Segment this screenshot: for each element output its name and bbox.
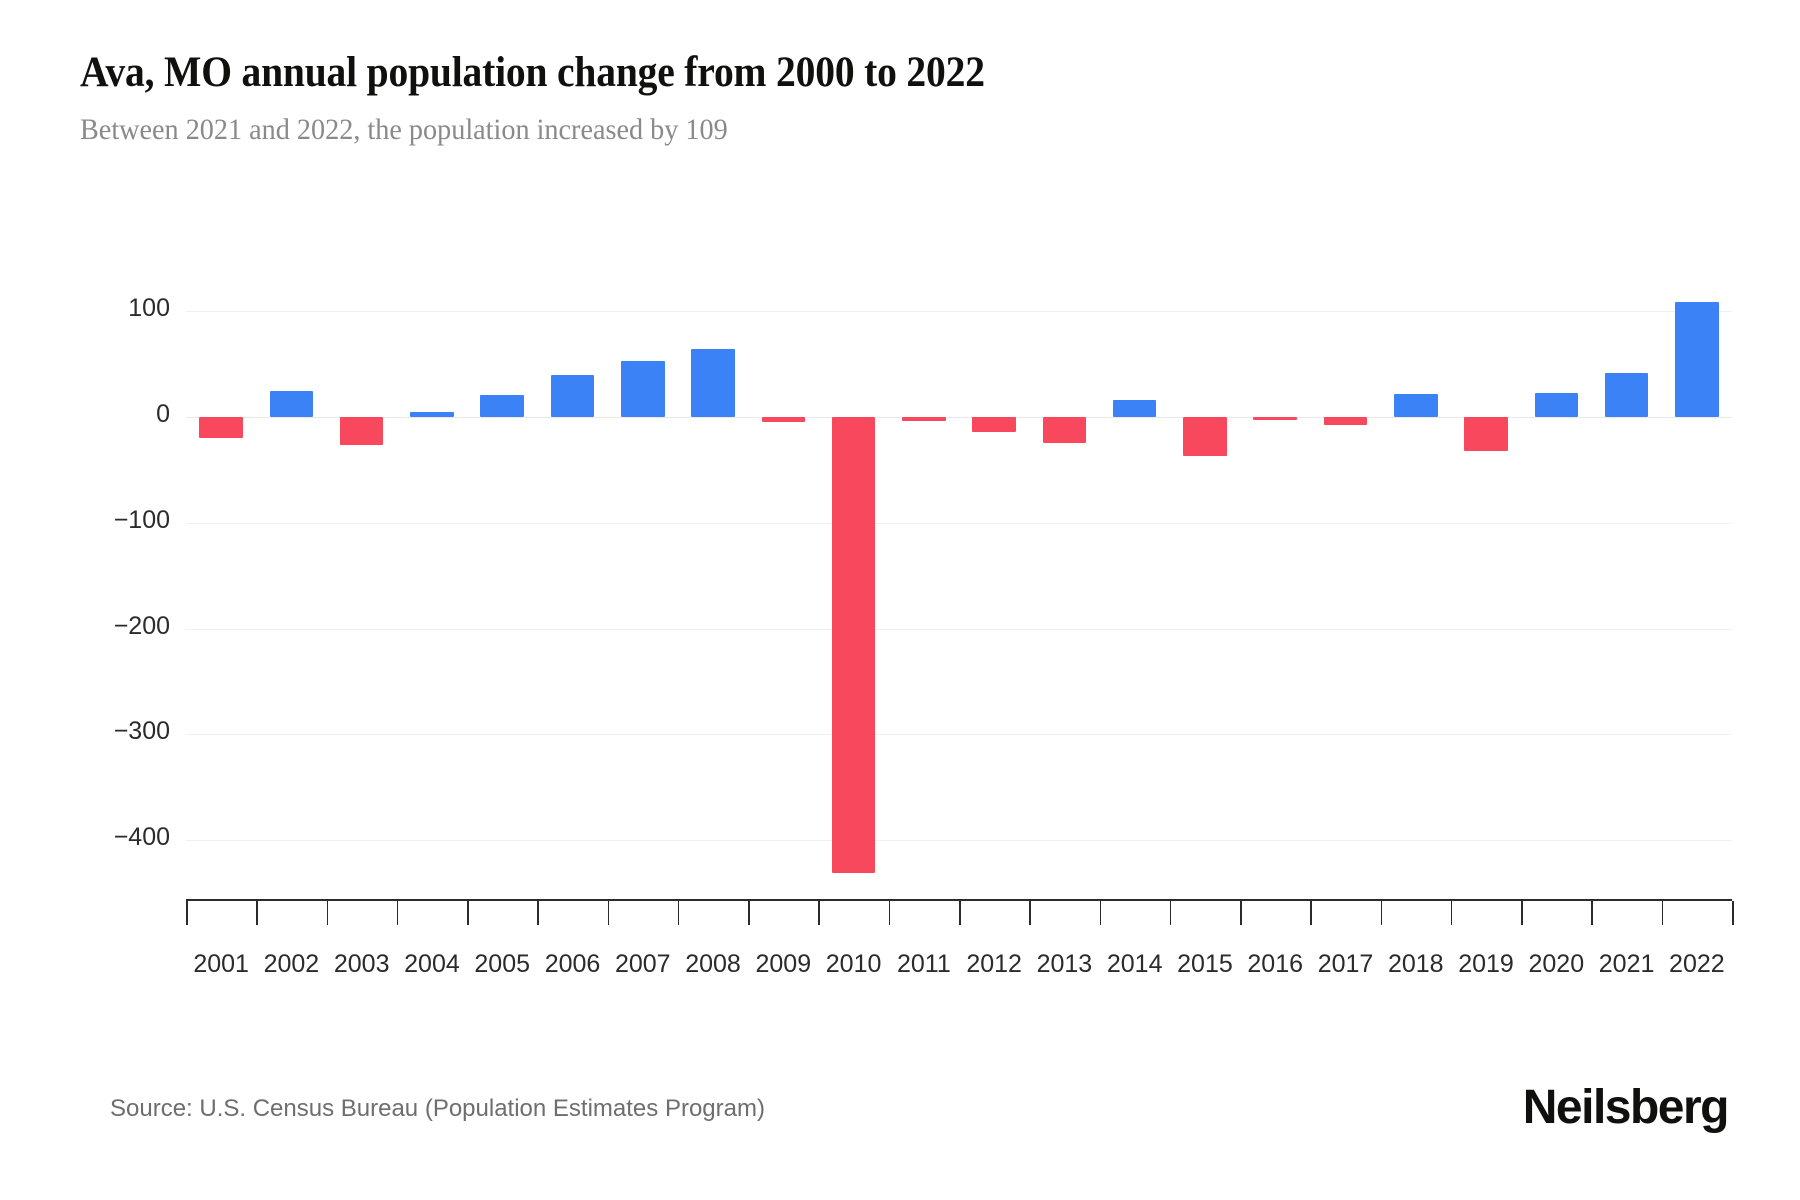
x-axis-tick-label-2008: 2008 bbox=[685, 950, 741, 978]
x-axis-tick-label-2001: 2001 bbox=[193, 950, 249, 978]
x-axis-line bbox=[186, 899, 1732, 901]
x-axis-tick-label-2014: 2014 bbox=[1106, 950, 1163, 978]
gridline bbox=[186, 628, 1732, 630]
x-axis-tick bbox=[1521, 901, 1523, 925]
chart-subtitle: Between 2021 and 2022, the population in… bbox=[80, 113, 728, 147]
x-axis-tick-label-2018: 2018 bbox=[1387, 950, 1444, 978]
bar-2005[interactable] bbox=[480, 394, 524, 417]
y-axis-tick-label: −200 bbox=[113, 611, 170, 640]
y-axis-tick-label: −400 bbox=[113, 823, 170, 852]
x-axis-tick-label-2022: 2022 bbox=[1669, 950, 1725, 978]
x-axis-tick bbox=[467, 901, 469, 925]
x-axis-tick-label-2005: 2005 bbox=[474, 950, 531, 978]
bar-2007[interactable] bbox=[620, 360, 665, 417]
source-note: Source: U.S. Census Bureau (Population E… bbox=[110, 1095, 765, 1122]
x-axis-tick-label-2010: 2010 bbox=[825, 950, 882, 978]
bar-2012[interactable] bbox=[972, 417, 1016, 432]
x-axis-tick bbox=[1029, 901, 1031, 925]
x-axis-tick-label-2006: 2006 bbox=[544, 950, 601, 978]
bar-2001[interactable] bbox=[199, 417, 243, 439]
x-axis-tick bbox=[818, 901, 820, 925]
brand-logo: Neilsberg bbox=[1522, 1081, 1730, 1134]
bar-2004[interactable] bbox=[410, 411, 454, 417]
x-axis-tick-label-2004: 2004 bbox=[404, 950, 460, 978]
x-axis-tick-label-2020: 2020 bbox=[1528, 950, 1585, 978]
x-axis-tick bbox=[959, 901, 961, 925]
x-axis-tick bbox=[1661, 901, 1664, 925]
bar-2016[interactable] bbox=[1253, 417, 1297, 421]
x-axis-tick bbox=[1732, 901, 1734, 925]
x-axis-tick bbox=[1099, 901, 1102, 925]
x-axis-tick bbox=[607, 901, 610, 925]
y-axis-tick-label: −300 bbox=[113, 717, 170, 746]
bar-2020[interactable] bbox=[1534, 392, 1579, 417]
bar-2015[interactable] bbox=[1183, 417, 1227, 457]
x-axis-tick bbox=[1380, 901, 1383, 925]
bar-2003[interactable] bbox=[339, 417, 384, 445]
x-axis-tick bbox=[1591, 901, 1593, 925]
gridline bbox=[186, 734, 1732, 736]
gridline bbox=[186, 522, 1732, 524]
x-axis-tick bbox=[1240, 901, 1242, 925]
y-axis-tick-label: 0 bbox=[156, 400, 170, 428]
bar-2011[interactable] bbox=[902, 417, 946, 422]
chart-header: Ava, MO annual population change from 20… bbox=[80, 48, 1720, 147]
x-axis-tick bbox=[326, 901, 329, 925]
x-axis-tick-label-2003: 2003 bbox=[333, 950, 390, 978]
gridline bbox=[186, 311, 1732, 313]
x-axis-tick bbox=[1450, 901, 1453, 925]
x-axis-tick bbox=[396, 901, 399, 925]
gridline bbox=[186, 840, 1732, 842]
bar-2008[interactable] bbox=[691, 349, 735, 417]
x-axis-tick-label-2015: 2015 bbox=[1177, 950, 1233, 978]
bar-2017[interactable] bbox=[1323, 417, 1368, 426]
x-axis-tick-label-2019: 2019 bbox=[1458, 950, 1514, 978]
x-axis-tick-label-2021: 2021 bbox=[1598, 950, 1655, 978]
bar-2022[interactable] bbox=[1675, 301, 1719, 417]
y-axis-tick-label: 100 bbox=[128, 294, 170, 323]
x-axis-tick-label-2016: 2016 bbox=[1247, 950, 1304, 978]
bar-2010[interactable] bbox=[831, 417, 876, 873]
x-axis-tick bbox=[186, 901, 188, 925]
x-axis-tick bbox=[1310, 901, 1312, 925]
bar-2019[interactable] bbox=[1464, 417, 1508, 451]
y-axis-tick-label: −100 bbox=[113, 505, 170, 534]
bar-2002[interactable] bbox=[269, 390, 314, 417]
x-axis-tick-label-2011: 2011 bbox=[896, 950, 951, 978]
x-axis-tick bbox=[748, 901, 750, 925]
bar-2014[interactable] bbox=[1112, 400, 1157, 417]
bar-2006[interactable] bbox=[550, 374, 595, 417]
x-axis-tick bbox=[256, 901, 258, 925]
x-axis-tick bbox=[677, 901, 680, 925]
bar-2021[interactable] bbox=[1604, 372, 1649, 417]
x-axis-tick-label-2013: 2013 bbox=[1036, 950, 1093, 978]
bar-2009[interactable] bbox=[761, 417, 806, 423]
x-axis-tick bbox=[1169, 901, 1172, 925]
x-axis-tick-label-2007: 2007 bbox=[614, 950, 671, 978]
x-axis-tick-label-2012: 2012 bbox=[966, 950, 1022, 978]
bar-2013[interactable] bbox=[1042, 417, 1087, 444]
x-axis-tick bbox=[537, 901, 539, 925]
x-axis-tick bbox=[888, 901, 891, 925]
x-axis-tick-label-2017: 2017 bbox=[1317, 950, 1374, 978]
gridline bbox=[186, 417, 1732, 418]
x-axis-tick-label-2009: 2009 bbox=[755, 950, 812, 978]
x-axis-tick-label-2002: 2002 bbox=[263, 950, 320, 978]
page-title: Ava, MO annual population change from 20… bbox=[80, 49, 985, 96]
bar-2018[interactable] bbox=[1393, 393, 1438, 417]
